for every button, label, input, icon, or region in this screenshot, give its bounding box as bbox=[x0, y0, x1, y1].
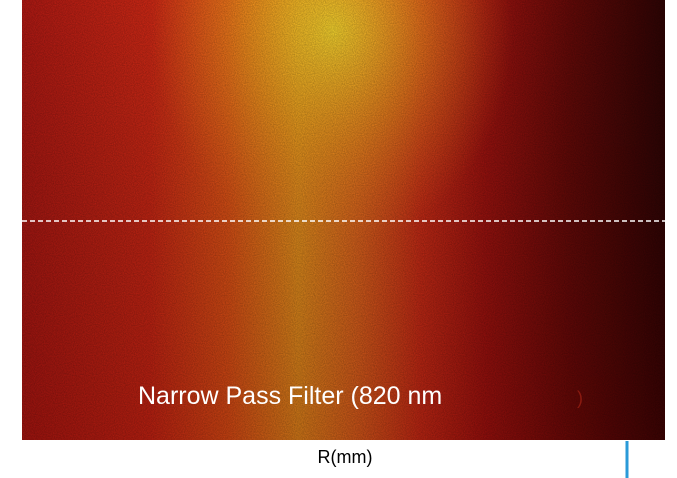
figure: Narrow Pass Filter (820 nm ) R(mm) bbox=[0, 0, 677, 478]
intensity-image bbox=[22, 0, 665, 440]
caption-end: ) bbox=[577, 388, 583, 408]
axis-label: R(mm) bbox=[318, 447, 373, 467]
caption: Narrow Pass Filter (820 nm bbox=[138, 382, 442, 410]
